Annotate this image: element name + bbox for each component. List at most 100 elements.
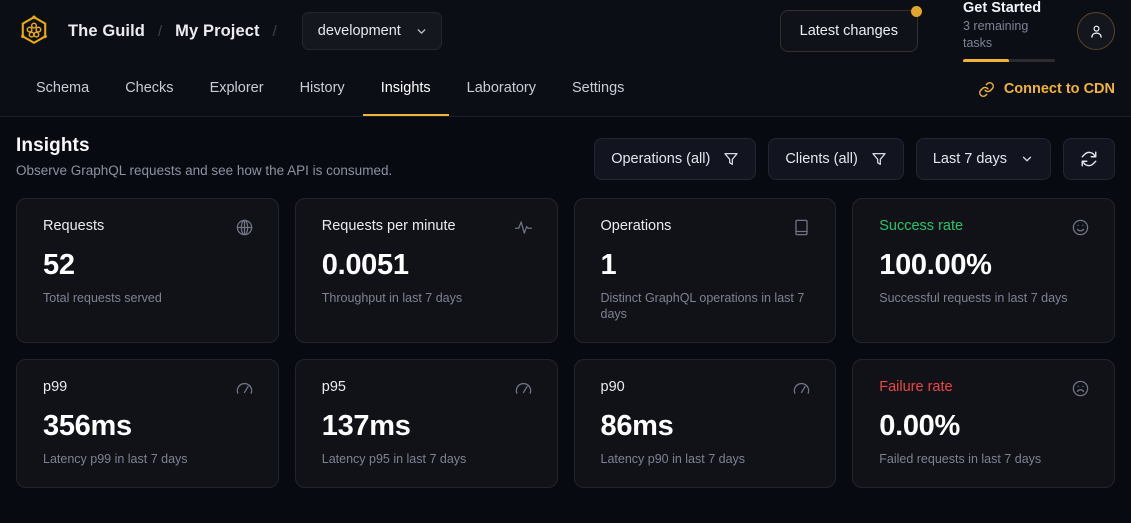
chevron-down-icon	[415, 25, 428, 38]
filter-toolbar: Operations (all) Clients (all) Last 7 da…	[594, 135, 1115, 180]
metric-card-header: p95	[322, 378, 533, 398]
frown-icon	[1071, 378, 1090, 398]
smile-icon	[1071, 217, 1090, 237]
page-subtitle: Observe GraphQL requests and see how the…	[16, 163, 393, 178]
metric-card-title: p95	[321, 379, 346, 395]
get-started-widget[interactable]: Get Started 3 remaining tasks	[963, 0, 1055, 63]
filter-funnel-icon	[723, 151, 739, 167]
primary-nav: Schema Checks Explorer History Insights Labor…	[0, 62, 1131, 117]
filter-operations-button[interactable]: Operations (all)	[594, 138, 757, 180]
environment-select[interactable]: development	[301, 12, 442, 50]
link-icon	[978, 81, 995, 98]
metric-card-description: Total requests served	[43, 291, 162, 305]
top-header: The Guild / My Project / development Lat…	[0, 0, 1131, 63]
metric-card-header: Failure rate	[879, 378, 1090, 398]
metric-card-value: 1	[600, 249, 617, 281]
latest-changes-button[interactable]: Latest changes	[779, 6, 922, 52]
notification-dot-badge	[911, 6, 922, 17]
tab-laboratory[interactable]: Laboratory	[449, 62, 554, 116]
tab-label: Settings	[572, 80, 625, 96]
date-range-select[interactable]: Last 7 days	[915, 138, 1051, 180]
metric-card-header: Operations	[601, 217, 812, 237]
metric-card-value: 0.00%	[879, 410, 960, 442]
metric-card-value: 0.0051	[321, 249, 409, 281]
metric-card-p95: p95 137ms Latency p95 in last 7 days	[294, 359, 558, 488]
breadcrumb-separator: /	[157, 22, 163, 40]
metric-card-header: Success rate	[879, 217, 1090, 237]
refresh-button[interactable]	[1063, 138, 1115, 180]
user-icon	[1088, 23, 1105, 40]
refresh-icon	[1080, 150, 1098, 168]
metric-card-requests-per-minute: Requests per minute 0.0051 Throughput in l…	[294, 198, 558, 343]
metric-card-p99: p99 356ms Latency p99 in last 7 days	[16, 359, 279, 488]
page-header: Insights Observe GraphQL requests and se…	[16, 135, 1115, 180]
tab-label: Schema	[36, 80, 90, 96]
connect-to-cdn-label: Connect to CDN	[1003, 81, 1115, 97]
metric-card-description: Distinct GraphQL operations in last 7 da…	[600, 291, 805, 321]
metric-card-description: Throughput in last 7 days	[321, 291, 463, 305]
activity-icon	[514, 217, 533, 237]
nav-tab-list: Schema Checks Explorer History Insights Labor…	[18, 62, 642, 116]
metric-card-title: Failure rate	[879, 379, 953, 395]
metric-card-p90: p90 86ms Latency p90 in last 7 days	[573, 359, 837, 488]
globe-icon	[235, 217, 254, 237]
page-title: Insights	[16, 135, 90, 156]
tab-label: Insights	[380, 80, 431, 96]
tab-schema[interactable]: Schema	[18, 62, 107, 116]
metric-card-operations: Operations 1 Distinct GraphQL operations i…	[573, 198, 837, 343]
filter-operations-label: Operations (all)	[611, 151, 711, 167]
metric-card-value: 137ms	[321, 410, 411, 442]
metric-card-failure-rate: Failure rate 0.00% Failed requests in last…	[852, 359, 1115, 488]
metric-card-header: Requests per minute	[322, 217, 533, 237]
gauge-icon	[514, 378, 533, 398]
metric-card-value: 86ms	[600, 410, 674, 442]
metric-card-value: 100.00%	[879, 249, 992, 281]
get-started-title: Get Started	[963, 0, 1042, 16]
get-started-progress-fill	[963, 58, 1009, 63]
guild-hexagon-logo-icon[interactable]	[18, 15, 50, 47]
tab-label: Explorer	[209, 80, 264, 96]
metric-card-requests: Requests 52 Total requests served	[16, 198, 279, 343]
breadcrumb-org[interactable]: The Guild	[68, 21, 145, 40]
tab-settings[interactable]: Settings	[554, 62, 642, 116]
metric-card-title: Requests	[43, 218, 105, 234]
get-started-subtitle: 3 remaining tasks	[963, 18, 1029, 50]
metric-card-value: 52	[43, 249, 75, 281]
gauge-icon	[792, 378, 811, 398]
metric-card-description: Latency p95 in last 7 days	[321, 452, 467, 466]
metric-card-success-rate: Success rate 100.00% Successful requests i…	[852, 198, 1115, 343]
filter-funnel-icon	[871, 151, 887, 167]
filter-clients-button[interactable]: Clients (all)	[768, 138, 904, 180]
metric-card-value: 356ms	[43, 410, 132, 442]
avatar[interactable]	[1077, 12, 1115, 50]
gauge-icon	[235, 378, 254, 398]
tab-history[interactable]: History	[282, 62, 363, 116]
metric-card-description: Failed requests in last 7 days	[879, 452, 1042, 466]
breadcrumb-project[interactable]: My Project	[175, 21, 260, 40]
metric-card-description: Latency p90 in last 7 days	[600, 452, 746, 466]
metric-card-title: Success rate	[879, 218, 964, 234]
tab-checks[interactable]: Checks	[107, 62, 191, 116]
nav-spacer	[642, 62, 977, 116]
metric-card-title: Operations	[600, 218, 672, 234]
metric-card-title: Requests per minute	[321, 218, 456, 234]
metric-card-description: Successful requests in last 7 days	[879, 291, 1068, 305]
latest-changes-label: Latest changes	[799, 23, 898, 39]
tab-explorer[interactable]: Explorer	[192, 62, 282, 116]
tab-insights[interactable]: Insights	[362, 62, 449, 116]
metric-card-description: Latency p99 in last 7 days	[43, 452, 188, 466]
insights-page: Insights Observe GraphQL requests and se…	[0, 117, 1131, 488]
tab-label: History	[299, 80, 345, 96]
metric-card-grid: Requests 52 Total requests served Requests …	[16, 198, 1115, 488]
connect-to-cdn-link[interactable]: Connect to CDN	[978, 81, 1115, 98]
metric-card-header: p90	[601, 378, 812, 398]
environment-select-label: development	[317, 23, 401, 39]
date-range-label: Last 7 days	[932, 151, 1007, 167]
tab-label: Laboratory	[466, 80, 536, 96]
tab-label: Checks	[125, 80, 174, 96]
metric-card-title: p99	[43, 379, 68, 395]
chevron-down-icon	[1020, 152, 1034, 166]
metric-card-title: p90	[600, 379, 625, 395]
metric-card-header: p99	[43, 378, 254, 398]
get-started-progress-bar	[963, 58, 1055, 63]
